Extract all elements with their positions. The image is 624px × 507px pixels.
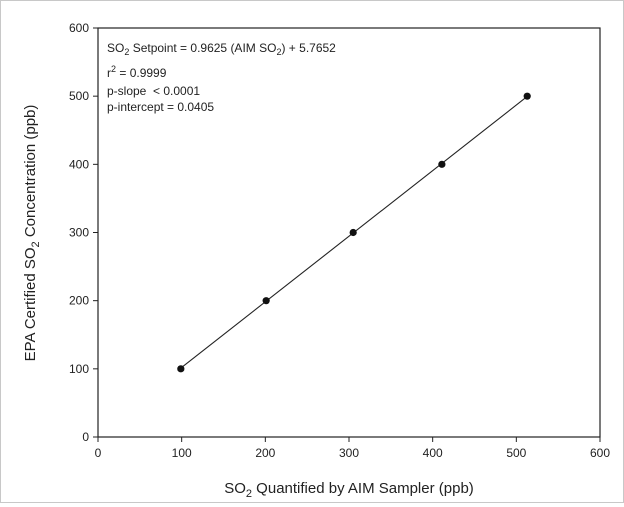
data-point (262, 297, 270, 305)
y-tick-label: 100 (69, 362, 89, 376)
y-tick-label: 400 (69, 157, 89, 171)
annotation-block: SO2 Setpoint = 0.9625 (AIM SO2) + 5.7652… (107, 41, 336, 114)
data-point (349, 228, 357, 237)
data-point (438, 160, 446, 168)
y-axis-title: EPA Certified SO2 Concentration (ppb) (22, 105, 42, 362)
x-tick-label: 600 (590, 446, 610, 460)
x-tick-label: 0 (95, 446, 102, 460)
y-tick-label: 500 (69, 89, 89, 103)
y-tick-label: 600 (69, 21, 89, 35)
x-axis-title: SO2 Quantified by AIM Sampler (ppb) (224, 480, 474, 500)
x-tick-label: 400 (423, 446, 443, 460)
p-slope-annotation: p-slope < 0.0001 (107, 84, 200, 98)
y-tick-label: 200 (69, 294, 89, 308)
data-point (523, 92, 531, 100)
x-tick-label: 200 (255, 446, 275, 460)
x-tick-label: 500 (506, 446, 526, 460)
r-squared-annotation: r2 = 0.9999 (107, 64, 167, 80)
axis-ticks: 0 100 200 300 400 500 600 0 100 200 300 400 500 600 (69, 21, 610, 460)
x-tick-label: 100 (172, 446, 192, 460)
data-points (177, 92, 531, 373)
p-intercept-annotation: p-intercept = 0.0405 (107, 100, 214, 114)
y-tick-label: 300 (69, 226, 89, 240)
x-tick-label: 300 (339, 446, 359, 460)
data-point (177, 365, 185, 373)
equation-annotation: SO2 Setpoint = 0.9625 (AIM SO2) + 5.7652 (107, 41, 336, 57)
y-tick-label: 0 (82, 430, 89, 444)
